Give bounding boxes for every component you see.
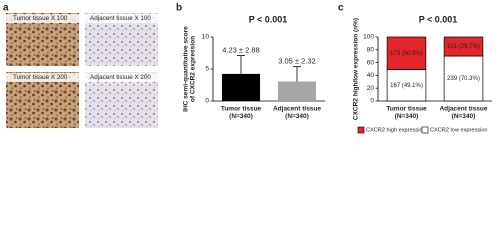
- x-tick-label: (N=340): [285, 113, 309, 120]
- value-label: 167 (49.1%): [390, 83, 423, 89]
- label-box: [85, 73, 158, 82]
- image-label: Tumor tissue X 100: [13, 15, 68, 22]
- y-tick-label: 40: [367, 72, 375, 79]
- bar: [277, 81, 317, 101]
- label-box: [6, 73, 79, 82]
- bar: [221, 73, 261, 101]
- bar-segment: [386, 69, 427, 102]
- panel-label: b: [176, 3, 182, 14]
- panel-label: c: [338, 3, 344, 14]
- image-label: Adjacent tissue X 100: [90, 15, 151, 22]
- y-tick-label: 80: [367, 47, 375, 54]
- value-label: 239 (70.3%): [447, 76, 480, 82]
- panel-label: a: [3, 3, 9, 14]
- chart-title: P < 0.001: [249, 14, 288, 24]
- legend-swatch: [357, 126, 365, 134]
- image-label: Tumor tissue X 200: [13, 74, 68, 81]
- x-tick-label: Tumor tissue: [386, 106, 427, 113]
- y-tick-label: 60: [367, 59, 375, 66]
- y-axis-label: CXCR2 high/low expression (n%): [353, 18, 360, 120]
- x-tick-label: Adjacent tissue: [439, 106, 487, 113]
- legend-label: CXCR2 low expression: [430, 127, 488, 133]
- bar-segment: [443, 36, 484, 57]
- value-label: 4.23 ± 2.88: [222, 45, 259, 54]
- label-box: [85, 14, 158, 23]
- value-label: 3.05 ± 2.32: [278, 57, 315, 66]
- y-tick-label: 10: [202, 34, 210, 41]
- x-tick-label: (N=340): [229, 113, 253, 120]
- x-tick-label: (N=340): [452, 113, 476, 120]
- figure: a b c Tumor tissue X 100 Adjacent tissue…: [3, 3, 492, 134]
- chart-title: P < 0.001: [419, 14, 458, 24]
- x-tick-label: Tumor tissue: [221, 106, 262, 113]
- y-tick-label: 20: [367, 85, 375, 92]
- x-tick-label: (N=340): [395, 113, 419, 120]
- value-label: 101 (29.7%): [447, 44, 480, 50]
- y-tick-label: 100: [363, 34, 374, 41]
- image-label: Adjacent tissue X 200: [90, 74, 151, 81]
- y-axis-label: IHC semi-quantitative score: [183, 26, 190, 112]
- bar-segment: [443, 55, 484, 102]
- legend-label: CXCR2 high expression: [366, 127, 426, 133]
- y-tick-label: 0: [205, 98, 209, 105]
- y-tick-label: 5: [205, 66, 209, 73]
- x-tick-label: Adjacent tissue: [273, 106, 321, 113]
- legend-swatch: [421, 126, 429, 134]
- y-axis-label: of CXCR2 expression: [190, 36, 197, 102]
- label-box: [6, 14, 79, 23]
- value-label: 173 (50.9%): [390, 51, 423, 57]
- bar-segment: [386, 36, 427, 70]
- y-tick-label: 0: [370, 98, 374, 105]
